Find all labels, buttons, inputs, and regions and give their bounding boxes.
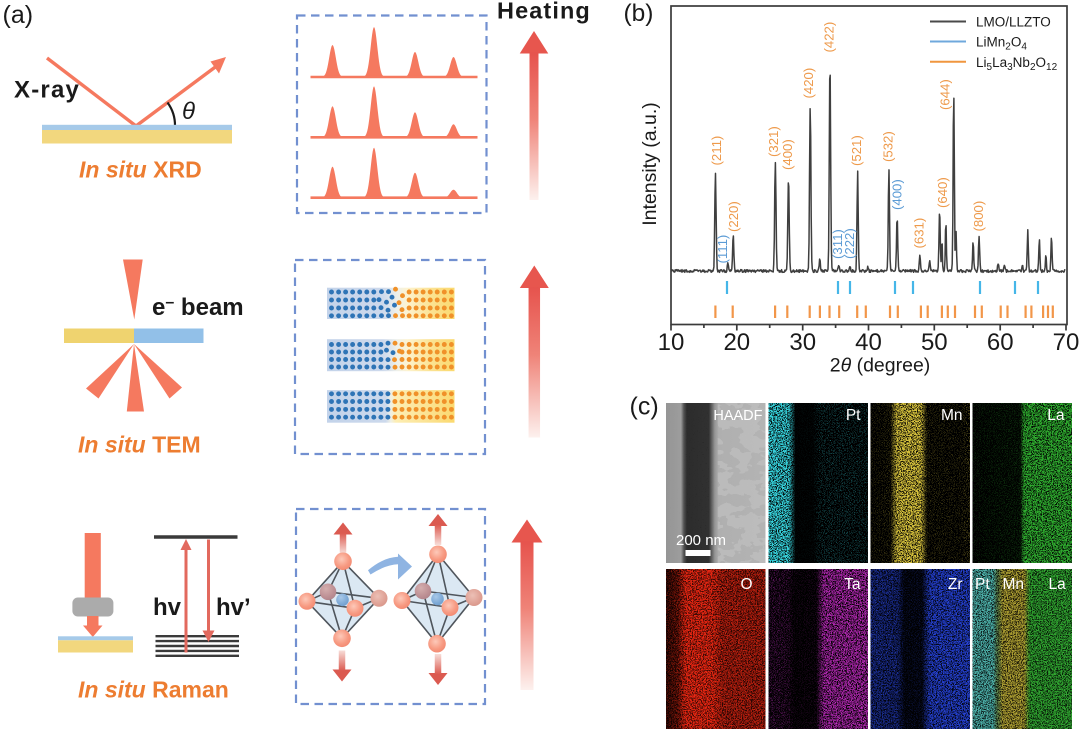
svg-text:(400): (400) [780,139,795,170]
svg-text:(521): (521) [849,135,864,166]
svg-text:70: 70 [1053,329,1080,356]
svg-text:θ: θ [182,98,195,125]
svg-text:hv’: hv’ [216,594,251,621]
svg-text:(111): (111) [715,235,730,264]
svg-text:(420): (420) [801,68,816,99]
svg-text:60: 60 [987,329,1014,356]
svg-text:2θ (degree): 2θ (degree) [830,355,931,377]
svg-text:20: 20 [723,329,750,356]
svg-text:(532): (532) [881,131,896,162]
svg-text:40: 40 [855,329,882,356]
svg-text:(321): (321) [766,126,781,157]
svg-text:HAADF: HAADF [713,408,762,424]
svg-text:Ta: Ta [844,576,861,593]
svg-text:(c): (c) [630,393,659,421]
svg-text:LMO/LLZTO: LMO/LLZTO [976,15,1051,30]
svg-text:e– beam: e– beam [152,294,244,321]
svg-text:50: 50 [921,329,948,356]
svg-text:(220): (220) [726,201,741,232]
svg-text:La: La [1049,576,1067,593]
svg-text:(a): (a) [3,1,34,29]
svg-text:(311): (311) [830,229,845,259]
svg-text:(631): (631) [912,218,927,249]
svg-text:Zr: Zr [948,576,963,593]
svg-text:O: O [740,576,752,593]
svg-text:Pt: Pt [846,407,861,424]
svg-text:10: 10 [658,329,685,356]
svg-text:(400): (400) [890,179,905,210]
svg-text:Pt: Pt [975,576,990,593]
svg-text:(644): (644) [938,79,953,110]
svg-text:Mn: Mn [941,407,963,424]
svg-text:In situ Raman: In situ Raman [78,677,229,703]
svg-text:LiMn2O4: LiMn2O4 [976,35,1027,53]
svg-text:(211): (211) [709,136,724,166]
svg-text:(b): (b) [624,0,654,27]
svg-text:(222): (222) [842,228,857,259]
svg-text:La: La [1047,407,1065,424]
svg-text:X-ray: X-ray [14,77,80,104]
svg-text:(800): (800) [971,201,986,232]
svg-text:Mn: Mn [1003,576,1025,593]
svg-text:Heating: Heating [497,0,591,24]
svg-text:30: 30 [789,329,816,356]
svg-text:Intensity (a.u.): Intensity (a.u.) [639,102,661,226]
svg-text:In situ TEM: In situ TEM [78,432,201,458]
svg-text:In situ XRD: In situ XRD [79,157,202,183]
svg-text:(640): (640) [935,177,950,208]
svg-text:hv: hv [153,594,182,621]
svg-text:Li5La3Nb2O12: Li5La3Nb2O12 [976,55,1058,73]
svg-text:(422): (422) [822,22,837,53]
svg-text:200 nm: 200 nm [676,532,726,549]
